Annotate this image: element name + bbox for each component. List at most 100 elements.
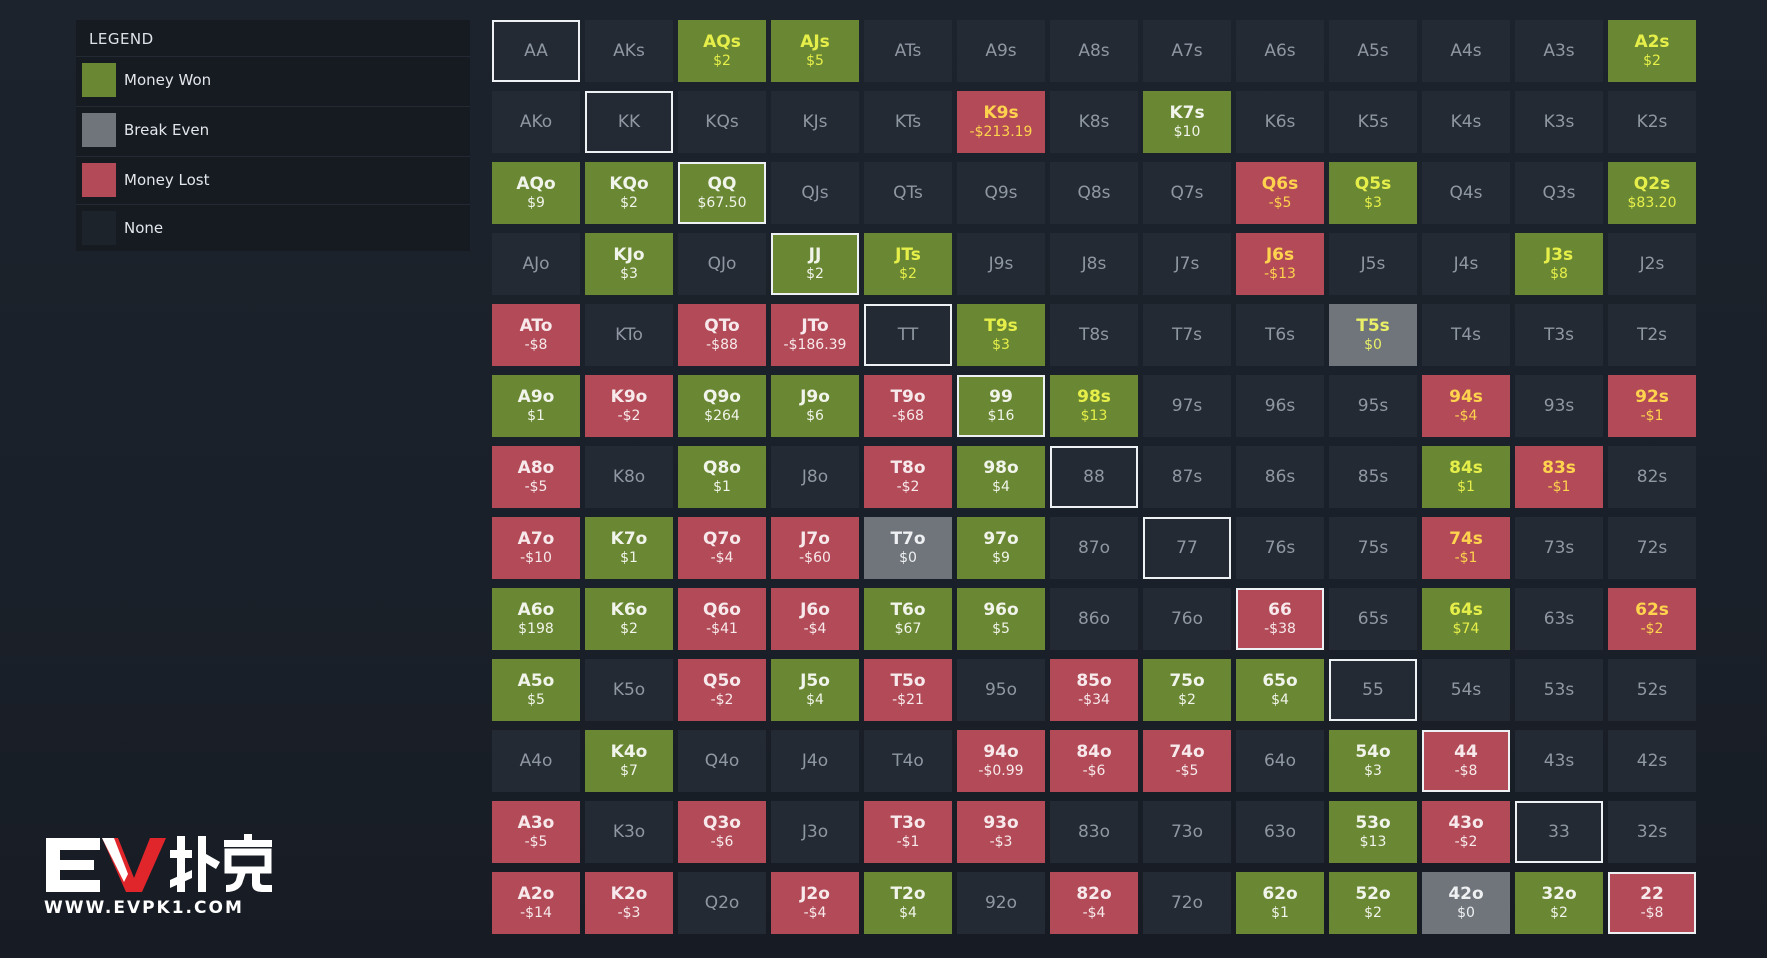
hand-cell-k9s[interactable]: K9s -$213.19 xyxy=(957,91,1045,153)
hand-cell-q3s[interactable]: Q3s xyxy=(1515,162,1603,224)
hand-cell-aks[interactable]: AKs xyxy=(585,20,673,82)
hand-cell-44[interactable]: 44 -$8 xyxy=(1422,730,1510,792)
hand-cell-t7s[interactable]: T7s xyxy=(1143,304,1231,366)
hand-cell-54o[interactable]: 54o $3 xyxy=(1329,730,1417,792)
hand-cell-k6s[interactable]: K6s xyxy=(1236,91,1324,153)
hand-cell-j8o[interactable]: J8o xyxy=(771,446,859,508)
hand-cell-kjs[interactable]: KJs xyxy=(771,91,859,153)
hand-cell-85o[interactable]: 85o -$34 xyxy=(1050,659,1138,721)
hand-cell-97o[interactable]: 97o $9 xyxy=(957,517,1045,579)
hand-cell-k3s[interactable]: K3s xyxy=(1515,91,1603,153)
hand-cell-k7s[interactable]: K7s $10 xyxy=(1143,91,1231,153)
hand-cell-94s[interactable]: 94s -$4 xyxy=(1422,375,1510,437)
hand-cell-a8s[interactable]: A8s xyxy=(1050,20,1138,82)
hand-cell-t9s[interactable]: T9s $3 xyxy=(957,304,1045,366)
hand-cell-j4s[interactable]: J4s xyxy=(1422,233,1510,295)
hand-cell-j7s[interactable]: J7s xyxy=(1143,233,1231,295)
hand-cell-a7s[interactable]: A7s xyxy=(1143,20,1231,82)
hand-cell-q2o[interactable]: Q2o xyxy=(678,872,766,934)
hand-cell-t3s[interactable]: T3s xyxy=(1515,304,1603,366)
hand-cell-q5s[interactable]: Q5s $3 xyxy=(1329,162,1417,224)
hand-cell-aqo[interactable]: AQo $9 xyxy=(492,162,580,224)
hand-cell-jto[interactable]: JTo -$186.39 xyxy=(771,304,859,366)
hand-cell-kqo[interactable]: KQo $2 xyxy=(585,162,673,224)
hand-cell-a5o[interactable]: A5o $5 xyxy=(492,659,580,721)
hand-cell-qjs[interactable]: QJs xyxy=(771,162,859,224)
hand-cell-ajo[interactable]: AJo xyxy=(492,233,580,295)
hand-cell-75s[interactable]: 75s xyxy=(1329,517,1417,579)
hand-cell-j5o[interactable]: J5o $4 xyxy=(771,659,859,721)
hand-cell-a6s[interactable]: A6s xyxy=(1236,20,1324,82)
hand-cell-76o[interactable]: 76o xyxy=(1143,588,1231,650)
hand-cell-a4s[interactable]: A4s xyxy=(1422,20,1510,82)
hand-cell-72s[interactable]: 72s xyxy=(1608,517,1696,579)
hand-cell-52s[interactable]: 52s xyxy=(1608,659,1696,721)
hand-cell-82o[interactable]: 82o -$4 xyxy=(1050,872,1138,934)
hand-cell-t8s[interactable]: T8s xyxy=(1050,304,1138,366)
hand-cell-kjo[interactable]: KJo $3 xyxy=(585,233,673,295)
hand-cell-q2s[interactable]: Q2s $83.20 xyxy=(1608,162,1696,224)
hand-cell-j3s[interactable]: J3s $8 xyxy=(1515,233,1603,295)
hand-cell-92s[interactable]: 92s -$1 xyxy=(1608,375,1696,437)
hand-cell-63s[interactable]: 63s xyxy=(1515,588,1603,650)
hand-cell-q8s[interactable]: Q8s xyxy=(1050,162,1138,224)
hand-cell-j3o[interactable]: J3o xyxy=(771,801,859,863)
hand-cell-55[interactable]: 55 xyxy=(1329,659,1417,721)
hand-cell-kqs[interactable]: KQs xyxy=(678,91,766,153)
hand-cell-74s[interactable]: 74s -$1 xyxy=(1422,517,1510,579)
hand-cell-42o[interactable]: 42o $0 xyxy=(1422,872,1510,934)
hand-cell-97s[interactable]: 97s xyxy=(1143,375,1231,437)
hand-cell-j7o[interactable]: J7o -$60 xyxy=(771,517,859,579)
hand-cell-a6o[interactable]: A6o $198 xyxy=(492,588,580,650)
hand-cell-q9o[interactable]: Q9o $264 xyxy=(678,375,766,437)
hand-cell-t6o[interactable]: T6o $67 xyxy=(864,588,952,650)
hand-cell-t6s[interactable]: T6s xyxy=(1236,304,1324,366)
hand-cell-q6s[interactable]: Q6s -$5 xyxy=(1236,162,1324,224)
hand-cell-qto[interactable]: QTo -$88 xyxy=(678,304,766,366)
hand-cell-jts[interactable]: JTs $2 xyxy=(864,233,952,295)
hand-cell-j9s[interactable]: J9s xyxy=(957,233,1045,295)
hand-cell-t3o[interactable]: T3o -$1 xyxy=(864,801,952,863)
hand-cell-t4s[interactable]: T4s xyxy=(1422,304,1510,366)
hand-cell-32s[interactable]: 32s xyxy=(1608,801,1696,863)
hand-cell-aa[interactable]: AA xyxy=(492,20,580,82)
hand-cell-ats[interactable]: ATs xyxy=(864,20,952,82)
hand-cell-62o[interactable]: 62o $1 xyxy=(1236,872,1324,934)
hand-cell-qq[interactable]: QQ $67.50 xyxy=(678,162,766,224)
hand-cell-52o[interactable]: 52o $2 xyxy=(1329,872,1417,934)
hand-cell-a8o[interactable]: A8o -$5 xyxy=(492,446,580,508)
hand-cell-87o[interactable]: 87o xyxy=(1050,517,1138,579)
hand-cell-t5o[interactable]: T5o -$21 xyxy=(864,659,952,721)
hand-cell-a3s[interactable]: A3s xyxy=(1515,20,1603,82)
hand-cell-a4o[interactable]: A4o xyxy=(492,730,580,792)
hand-cell-qjo[interactable]: QJo xyxy=(678,233,766,295)
hand-cell-84s[interactable]: 84s $1 xyxy=(1422,446,1510,508)
hand-cell-98s[interactable]: 98s $13 xyxy=(1050,375,1138,437)
hand-cell-kk[interactable]: KK xyxy=(585,91,673,153)
hand-cell-t8o[interactable]: T8o -$2 xyxy=(864,446,952,508)
hand-cell-94o[interactable]: 94o -$0.99 xyxy=(957,730,1045,792)
hand-cell-t7o[interactable]: T7o $0 xyxy=(864,517,952,579)
hand-cell-86o[interactable]: 86o xyxy=(1050,588,1138,650)
hand-cell-q6o[interactable]: Q6o -$41 xyxy=(678,588,766,650)
hand-cell-33[interactable]: 33 xyxy=(1515,801,1603,863)
hand-cell-a9o[interactable]: A9o $1 xyxy=(492,375,580,437)
hand-cell-j9o[interactable]: J9o $6 xyxy=(771,375,859,437)
hand-cell-65s[interactable]: 65s xyxy=(1329,588,1417,650)
hand-cell-q3o[interactable]: Q3o -$6 xyxy=(678,801,766,863)
hand-cell-64o[interactable]: 64o xyxy=(1236,730,1324,792)
hand-cell-k3o[interactable]: K3o xyxy=(585,801,673,863)
hand-cell-k8o[interactable]: K8o xyxy=(585,446,673,508)
hand-cell-73s[interactable]: 73s xyxy=(1515,517,1603,579)
hand-cell-k4s[interactable]: K4s xyxy=(1422,91,1510,153)
hand-cell-aqs[interactable]: AQs $2 xyxy=(678,20,766,82)
hand-cell-a5s[interactable]: A5s xyxy=(1329,20,1417,82)
hand-cell-ato[interactable]: ATo -$8 xyxy=(492,304,580,366)
hand-cell-j8s[interactable]: J8s xyxy=(1050,233,1138,295)
hand-cell-99[interactable]: 99 $16 xyxy=(957,375,1045,437)
hand-cell-62s[interactable]: 62s -$2 xyxy=(1608,588,1696,650)
hand-cell-k7o[interactable]: K7o $1 xyxy=(585,517,673,579)
hand-cell-k4o[interactable]: K4o $7 xyxy=(585,730,673,792)
hand-cell-q8o[interactable]: Q8o $1 xyxy=(678,446,766,508)
hand-cell-43s[interactable]: 43s xyxy=(1515,730,1603,792)
